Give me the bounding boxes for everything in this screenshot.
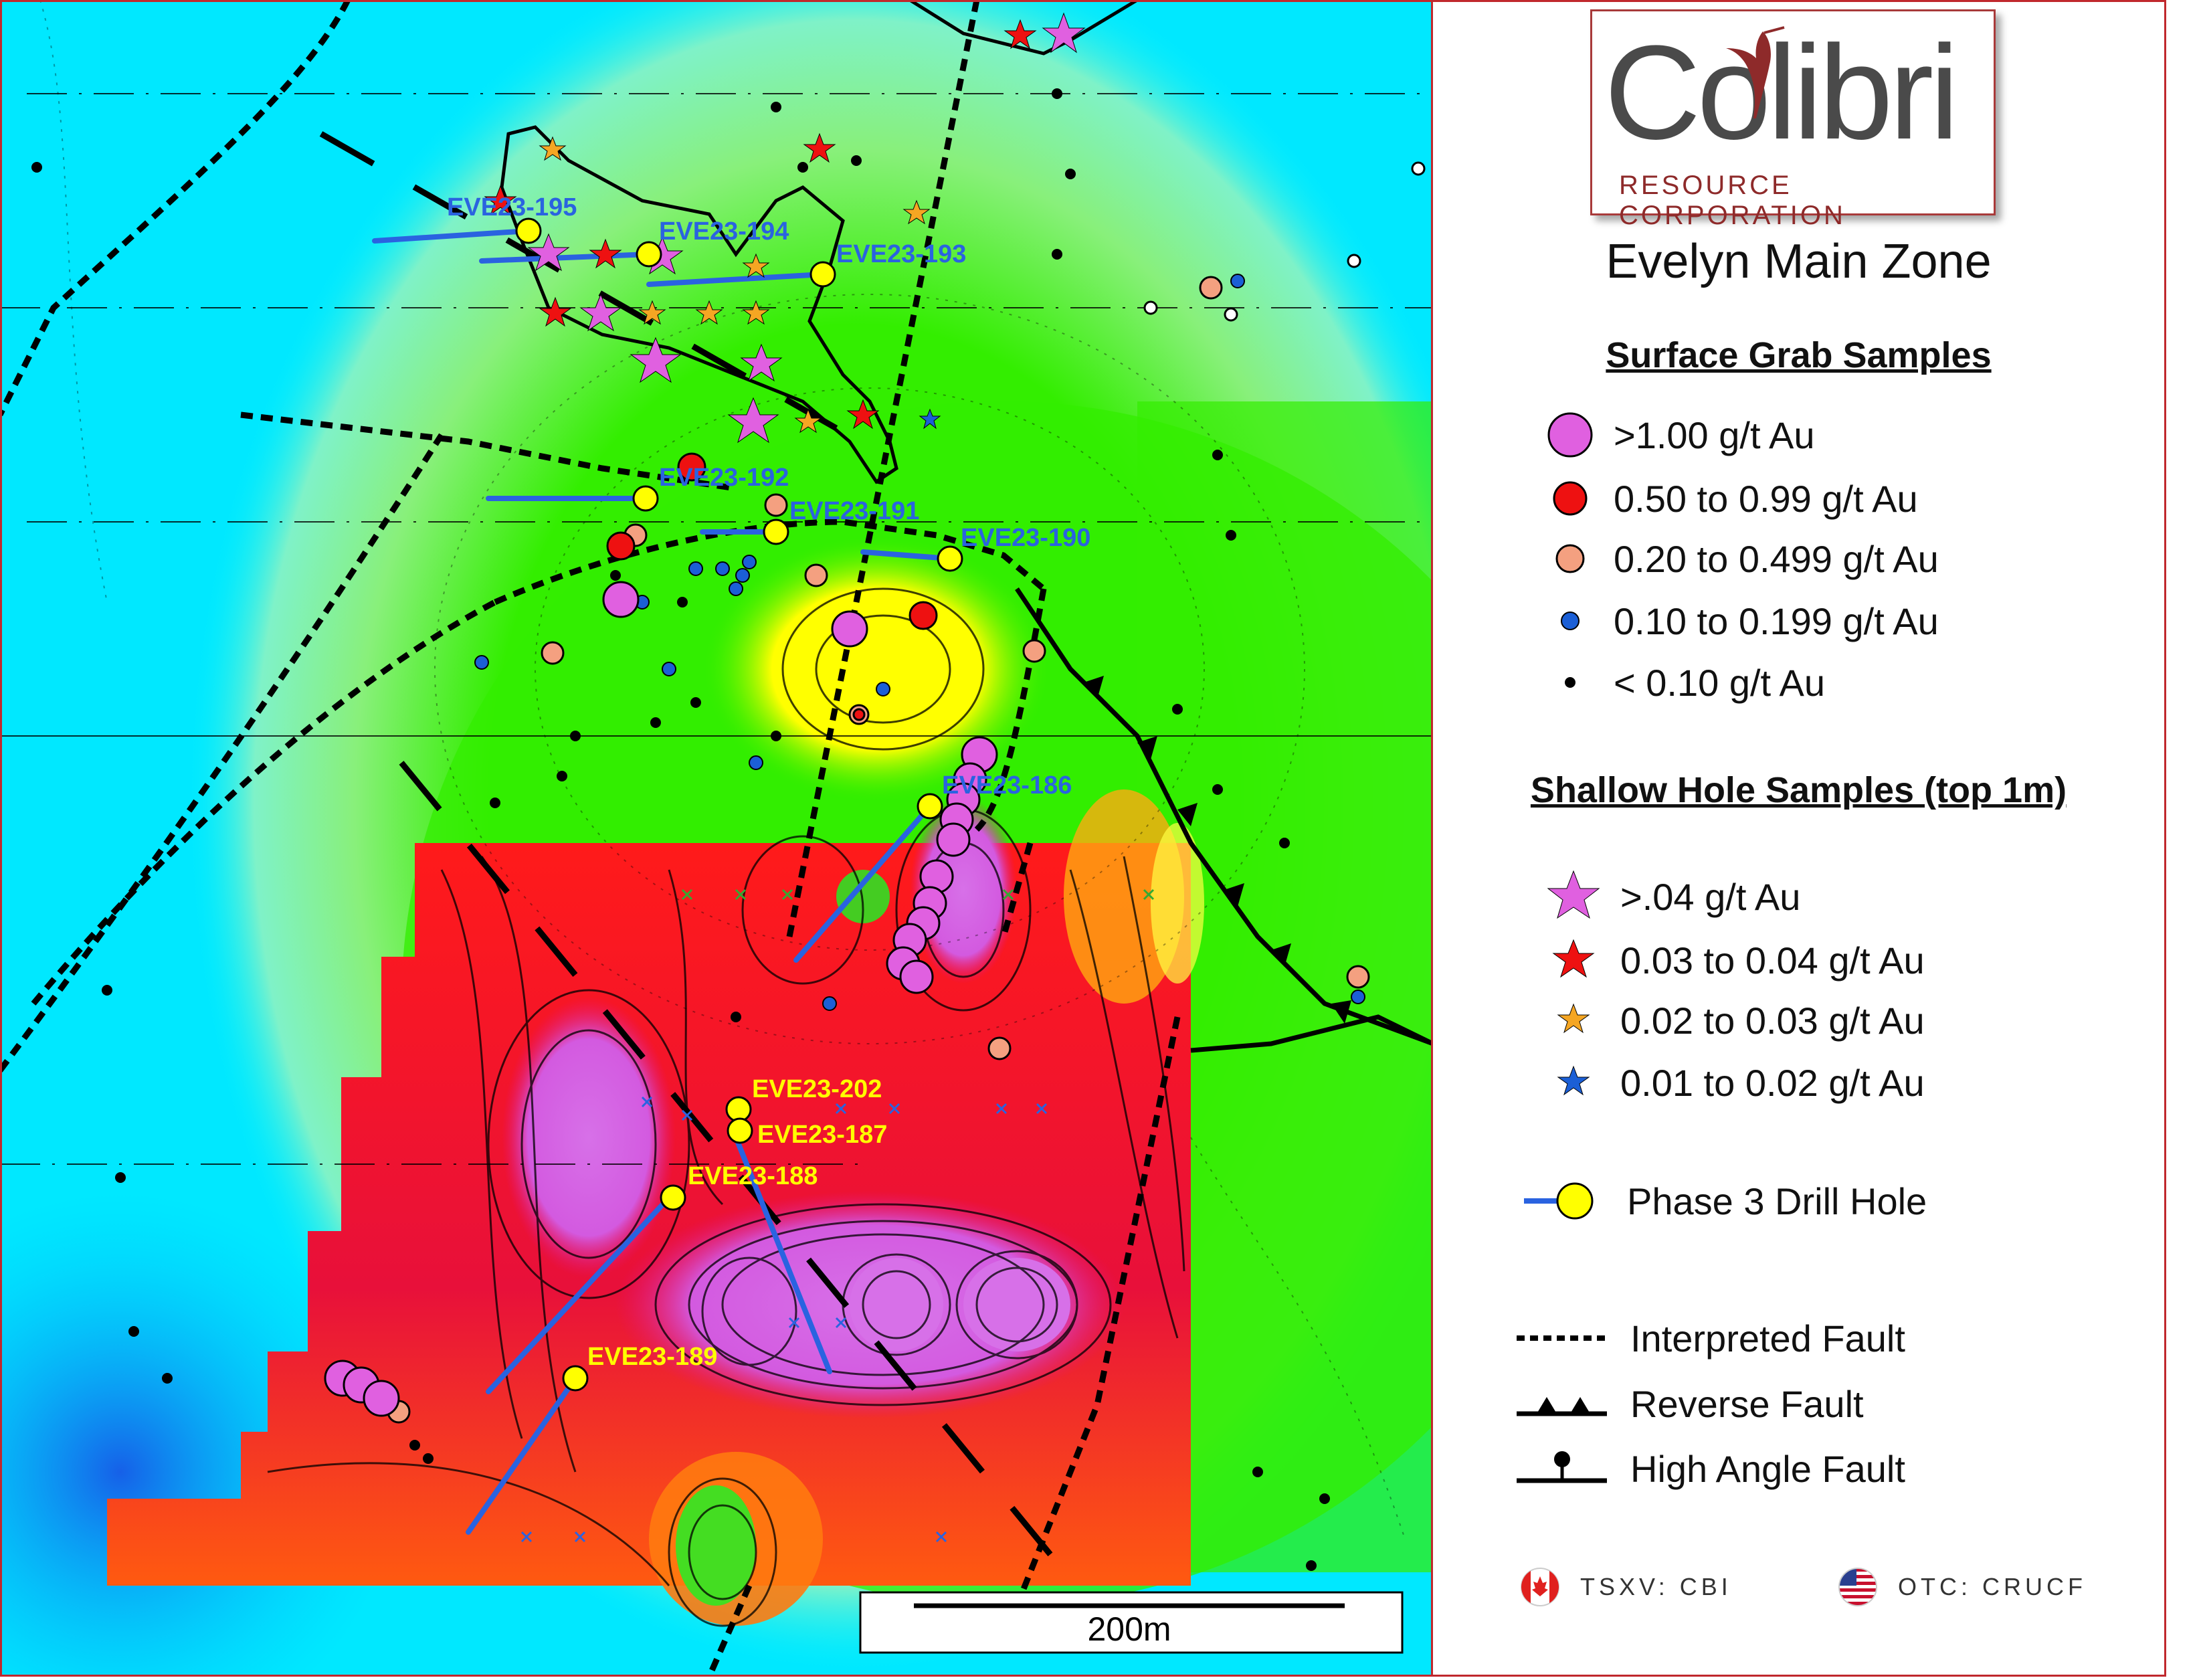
legend-row-reverse-fault: Reverse Fault	[1510, 1377, 1864, 1430]
soil-outline	[500, 125, 898, 484]
legend-row-surface-5: < 0.10 g/t Au	[1527, 656, 1825, 709]
legend-row-shallow-1: >.04 g/t Au	[1533, 870, 1800, 923]
logo-wordmark: Colibri	[1604, 18, 1959, 167]
interpreted-faults	[0, 0, 1181, 1678]
legend-row-surface-2: 0.50 to 0.99 g/t Au	[1527, 472, 1918, 525]
canada-flag-icon	[1521, 1568, 1559, 1606]
reverse-fault-icon	[1517, 1397, 1607, 1416]
magenta-circle-icon	[1547, 412, 1593, 458]
ticker-tsxv: TSXV: CBI	[1520, 1567, 1732, 1607]
legend-row-shallow-3: 0.02 to 0.03 g/t Au	[1533, 994, 1925, 1047]
hummingbird-icon	[1726, 26, 1785, 118]
drill-label-192: EVE23-192	[659, 464, 789, 492]
reverse-fault	[1015, 587, 1434, 1053]
drill-hole-icon	[1524, 1182, 1594, 1220]
contour-lines	[267, 587, 1185, 1627]
drill-label-193: EVE23-193	[836, 240, 966, 268]
salmon-circle-icon	[1555, 544, 1585, 573]
legend-row-surface-1: >1.00 g/t Au	[1527, 408, 1814, 462]
drill-label-195: EVE23-195	[447, 193, 577, 221]
drill-label-186: EVE23-186	[942, 771, 1072, 800]
drill-label-191: EVE23-191	[789, 497, 919, 525]
blue-samples	[474, 274, 1365, 1011]
legend-panel: Colibri RESOURCE CORPORATION Evelyn Main…	[1433, 0, 2199, 1677]
company-logo: Colibri RESOURCE CORPORATION	[1590, 9, 1996, 230]
red-star-icon	[1552, 939, 1595, 978]
drill-label-194: EVE23-194	[659, 217, 789, 246]
low-grade-samples	[31, 88, 1330, 1571]
logo-subtitle: RESOURCE CORPORATION	[1619, 171, 1846, 230]
shallow-section-title: Shallow Hole Samples (top 1m)	[1530, 770, 2067, 810]
dashed-line-icon	[1517, 1335, 1607, 1341]
blue-star-icon	[1557, 1065, 1590, 1096]
drill-traces	[372, 228, 953, 1535]
scale-bar: 200m	[859, 1591, 1404, 1654]
legend-row-interpreted-fault: Interpreted Fault	[1510, 1311, 1905, 1365]
drill-label-202: EVE23-202	[752, 1075, 882, 1103]
scale-label: 200m	[1087, 1610, 1171, 1648]
drill-label-190: EVE23-190	[961, 524, 1090, 552]
legend-row-surface-3: 0.20 to 0.499 g/t Au	[1527, 532, 1939, 585]
legend-title: Evelyn Main Zone	[1606, 235, 1992, 288]
drill-label-188: EVE23-188	[688, 1162, 818, 1190]
legend-row-surface-4: 0.10 to 0.199 g/t Au	[1527, 594, 1939, 648]
usa-flag-icon	[1838, 1568, 1877, 1606]
orange-star-icon	[1557, 1003, 1590, 1034]
drill-collars[interactable]	[515, 217, 963, 1392]
black-dot-icon	[1565, 677, 1575, 688]
ticker-otc: OTC: CRUCF	[1838, 1567, 2087, 1607]
magenta-samples	[324, 581, 998, 1417]
drill-label-189: EVE23-189	[587, 1343, 717, 1371]
red-samples	[606, 452, 938, 721]
legend-row-shallow-2: 0.03 to 0.04 g/t Au	[1533, 933, 1925, 987]
high-angle-fault-icon	[1517, 1451, 1607, 1483]
high-angle-faults	[319, 131, 1073, 1581]
legend-row-shallow-4: 0.01 to 0.02 g/t Au	[1533, 1056, 1925, 1109]
map-canvas: EVE23-195 EVE23-194 EVE23-193 EVE23-192 …	[0, 0, 1606, 1680]
legend-row-drill-hole: Phase 3 Drill Hole	[1520, 1174, 1927, 1228]
magenta-star-icon	[1547, 870, 1600, 919]
red-circle-icon	[1553, 481, 1588, 516]
drill-labels: EVE23-195 EVE23-194 EVE23-193 EVE23-192 …	[447, 193, 1090, 1371]
geophysics-map: EVE23-195 EVE23-194 EVE23-193 EVE23-192 …	[0, 0, 1606, 1680]
drill-label-187: EVE23-187	[757, 1121, 887, 1149]
legend-row-high-angle-fault: High Angle Fault	[1510, 1442, 1905, 1495]
surface-section-title: Surface Grab Samples	[1606, 335, 1992, 375]
shallow-stars	[484, 12, 1086, 444]
blue-dot-icon	[1561, 612, 1580, 630]
